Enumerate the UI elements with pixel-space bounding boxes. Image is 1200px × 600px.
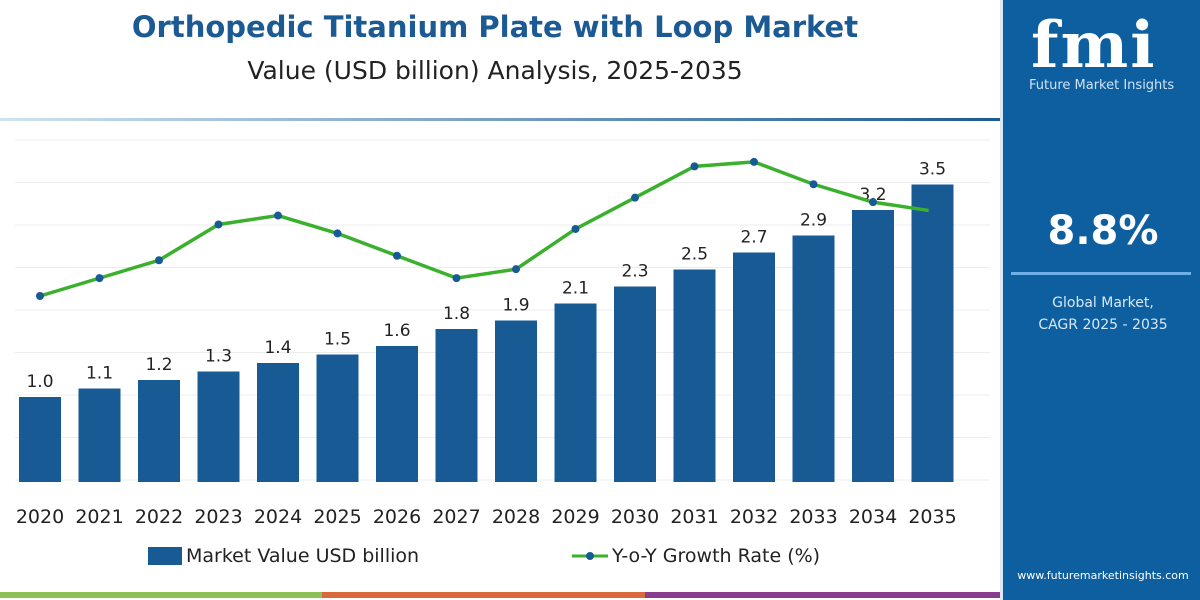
- bar-label-2033: 2.9: [800, 211, 827, 231]
- bar-2035: [911, 184, 954, 482]
- growth-point-2034: [869, 198, 877, 207]
- cagr-divider: [1011, 272, 1191, 275]
- bar-2032: [733, 252, 775, 482]
- growth-rate-line: [39, 160, 933, 298]
- bar-2020: [19, 397, 61, 482]
- growth-point-2031: [690, 162, 699, 171]
- growth-point-2032: [750, 157, 758, 166]
- bar-label-2032: 2.7: [740, 228, 767, 248]
- x-tick-2027: 2027: [432, 506, 480, 528]
- bar-label-2025: 1.5: [324, 330, 351, 350]
- bar-label-2020: 1.0: [26, 372, 53, 392]
- bar-2030: [614, 286, 656, 482]
- x-tick-2025: 2025: [313, 506, 361, 528]
- bar-label-2027: 1.8: [443, 304, 470, 324]
- bar-2023: [197, 371, 240, 482]
- x-tick-2023: 2023: [194, 506, 242, 528]
- fmi-logo: fmi: [1031, 8, 1157, 83]
- sidebar: fmi Future Market Insights 8.8% Global M…: [1000, 0, 1200, 600]
- x-tick-2029: 2029: [551, 506, 599, 528]
- growth-point-2035: [928, 207, 937, 216]
- growth-point-2033: [809, 180, 818, 189]
- footer-stripe-green: [0, 592, 322, 598]
- growth-point-2029: [571, 224, 580, 233]
- legend-line-swatch: [572, 552, 608, 560]
- bar-2027: [435, 329, 478, 482]
- x-tick-2030: 2030: [611, 506, 659, 528]
- combo-chart: 1.0 2020 1.1 2021 1.2 2022 1.3 2023 1.4 2024 1.5 20…: [15, 139, 990, 528]
- bar-2028: [495, 320, 537, 482]
- x-tick-2035: 2035: [908, 506, 956, 528]
- x-tick-2021: 2021: [75, 506, 123, 528]
- bar-label-2035: 3.5: [919, 160, 946, 180]
- cagr-label: Global Market, CAGR 2025 - 2035: [1003, 292, 1200, 336]
- bar-2034: [852, 210, 894, 482]
- x-tick-2022: 2022: [135, 506, 183, 528]
- cagr-label-line1: Global Market,: [1052, 295, 1154, 311]
- bar-2025: [316, 354, 359, 482]
- bar-2024: [257, 363, 299, 482]
- bar-label-2021: 1.1: [86, 364, 113, 384]
- x-tick-2031: 2031: [670, 506, 718, 528]
- bar-2033: [792, 235, 835, 482]
- x-tick-2020: 2020: [16, 506, 64, 528]
- bar-label-2028: 1.9: [502, 296, 529, 316]
- growth-point-2030: [631, 193, 639, 202]
- bar-2026: [376, 346, 418, 482]
- growth-point-2024: [274, 211, 282, 220]
- bar-2029: [554, 303, 597, 482]
- bar-label-2022: 1.2: [145, 355, 172, 375]
- legend-bar-swatch: [148, 547, 182, 565]
- x-tick-2026: 2026: [373, 506, 421, 528]
- bar-label-2026: 1.6: [383, 321, 410, 341]
- cagr-value: 8.8%: [1047, 208, 1159, 254]
- growth-point-2025: [333, 229, 342, 238]
- website-link[interactable]: www.futuremarketinsights.com: [1017, 569, 1189, 582]
- x-tick-2024: 2024: [254, 506, 302, 528]
- cagr-label-line2: CAGR 2025 - 2035: [1038, 317, 1168, 333]
- growth-point-2021: [95, 274, 104, 283]
- x-tick-2033: 2033: [789, 506, 837, 528]
- legend-item-market-value: Market Value USD billion: [148, 545, 419, 567]
- footer-stripe-purple: [645, 592, 1000, 598]
- growth-point-2022: [155, 256, 163, 265]
- bar-2021: [78, 388, 121, 482]
- legend-item-growth-rate: Y-o-Y Growth Rate (%): [572, 545, 820, 567]
- title-divider: [0, 118, 1000, 121]
- bar-label-2030: 2.3: [621, 262, 648, 282]
- x-tick-2032: 2032: [730, 506, 778, 528]
- logo-caption: Future Market Insights: [1029, 78, 1175, 93]
- bar-2022: [138, 380, 180, 482]
- growth-point-2020: [36, 292, 44, 300]
- growth-point-2023: [214, 220, 223, 229]
- chart-subtitle: Value (USD billion) Analysis, 2025-2035: [247, 56, 743, 85]
- legend-label: Y-o-Y Growth Rate (%): [612, 545, 821, 567]
- bar-label-2024: 1.4: [264, 338, 291, 358]
- bar-label-2029: 2.1: [562, 279, 589, 299]
- growth-point-2027: [452, 274, 461, 283]
- bar-2031: [673, 269, 716, 482]
- growth-point-2028: [512, 265, 520, 274]
- x-tick-2028: 2028: [492, 506, 540, 528]
- legend-label: Market Value USD billion: [186, 545, 420, 567]
- chart-title: Orthopedic Titanium Plate with Loop Mark…: [131, 10, 859, 44]
- bar-label-2031: 2.5: [681, 245, 708, 265]
- footer-stripe-orange: [322, 592, 645, 598]
- growth-point-2026: [393, 251, 401, 260]
- chart-panel: Orthopedic Titanium Plate with Loop Mark…: [0, 10, 1000, 598]
- bar-label-2023: 1.3: [205, 347, 232, 367]
- x-tick-2034: 2034: [849, 506, 897, 528]
